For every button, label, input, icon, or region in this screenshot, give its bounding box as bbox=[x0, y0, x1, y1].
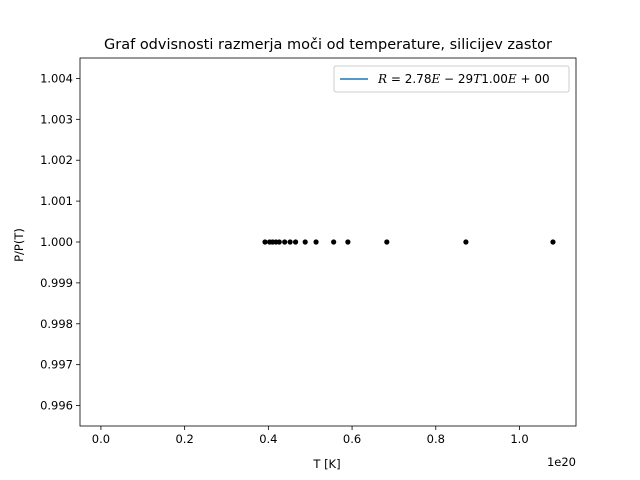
y-tick-label: 0.996 bbox=[40, 399, 73, 413]
data-point bbox=[276, 239, 282, 245]
x-tick-label: 0.8 bbox=[427, 432, 445, 446]
y-tick-label: 1.002 bbox=[40, 153, 73, 167]
x-tick-label: 0.4 bbox=[259, 432, 277, 446]
x-tick-label: 0.2 bbox=[175, 432, 193, 446]
y-tick-label: 0.999 bbox=[40, 276, 73, 290]
legend-entry-label: R = 2.78E − 29T1.00E + 00 bbox=[377, 72, 550, 86]
x-axis-offset-text: 1e20 bbox=[547, 455, 576, 469]
x-tick-label: 1.0 bbox=[510, 432, 528, 446]
y-axis-label: P/P(T) bbox=[12, 228, 26, 262]
data-point bbox=[282, 239, 288, 245]
x-tick-label: 0.6 bbox=[343, 432, 361, 446]
data-point bbox=[313, 239, 319, 245]
y-tick-label: 1.004 bbox=[40, 71, 73, 85]
data-point bbox=[463, 239, 469, 245]
x-axis-label: T [K] bbox=[312, 457, 340, 471]
data-point bbox=[550, 239, 556, 245]
y-tick-label: 1.003 bbox=[40, 112, 73, 126]
data-point bbox=[287, 239, 293, 245]
data-point bbox=[345, 239, 351, 245]
data-point bbox=[292, 239, 299, 245]
legend: R = 2.78E − 29T1.00E + 00 bbox=[333, 65, 570, 93]
chart-title: Graf odvisnosti razmerja moči od tempera… bbox=[104, 37, 552, 53]
y-tick-label: 1.001 bbox=[40, 194, 73, 208]
data-point bbox=[384, 239, 390, 245]
data-point bbox=[331, 239, 337, 245]
y-tick-label: 0.997 bbox=[40, 358, 73, 372]
data-point bbox=[262, 239, 268, 245]
x-tick-label: 0.0 bbox=[92, 432, 110, 446]
axes-frame bbox=[79, 57, 577, 427]
legend-frame bbox=[333, 65, 570, 93]
plot-area: 0.0 0.2 0.4 0.6 0.8 1.0 0.996 0.997 0.998 0.999 1.… bbox=[40, 57, 577, 446]
y-tick-label: 0.998 bbox=[40, 317, 73, 331]
y-tick-label: 1.000 bbox=[40, 235, 73, 249]
data-point bbox=[302, 239, 308, 245]
